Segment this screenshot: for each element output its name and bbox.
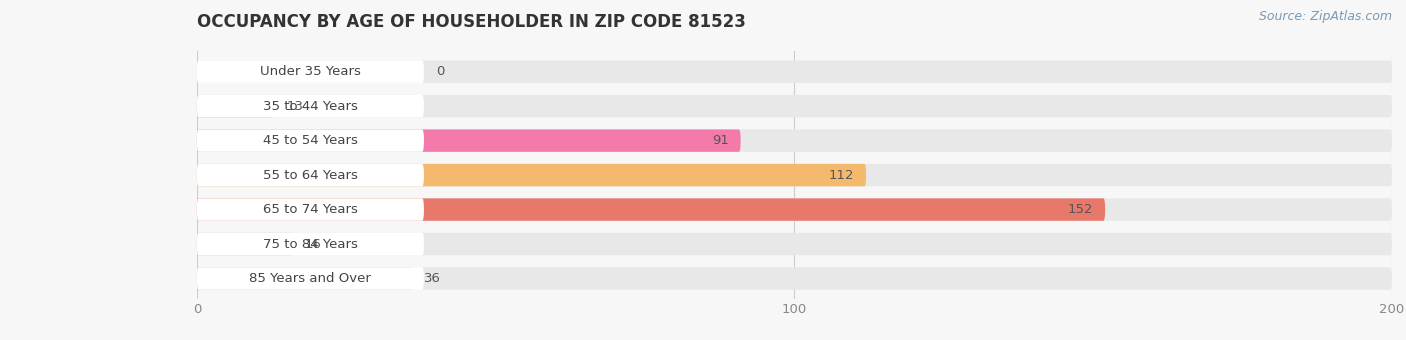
FancyBboxPatch shape <box>197 198 1392 221</box>
FancyBboxPatch shape <box>197 95 274 117</box>
Text: 36: 36 <box>425 272 441 285</box>
Text: Under 35 Years: Under 35 Years <box>260 65 361 78</box>
Text: 85 Years and Over: 85 Years and Over <box>249 272 371 285</box>
FancyBboxPatch shape <box>197 61 1392 83</box>
FancyBboxPatch shape <box>197 267 425 290</box>
Text: 55 to 64 Years: 55 to 64 Years <box>263 169 357 182</box>
FancyBboxPatch shape <box>197 130 425 152</box>
FancyBboxPatch shape <box>197 233 425 255</box>
FancyBboxPatch shape <box>197 267 412 290</box>
Text: 35 to 44 Years: 35 to 44 Years <box>263 100 357 113</box>
Text: 91: 91 <box>711 134 728 147</box>
FancyBboxPatch shape <box>197 233 292 255</box>
FancyBboxPatch shape <box>197 164 1392 186</box>
Text: OCCUPANCY BY AGE OF HOUSEHOLDER IN ZIP CODE 81523: OCCUPANCY BY AGE OF HOUSEHOLDER IN ZIP C… <box>197 13 745 31</box>
Text: 16: 16 <box>304 238 322 251</box>
FancyBboxPatch shape <box>197 267 1392 290</box>
Text: 0: 0 <box>436 65 444 78</box>
FancyBboxPatch shape <box>197 130 741 152</box>
FancyBboxPatch shape <box>197 164 425 186</box>
Text: 112: 112 <box>828 169 855 182</box>
Text: Source: ZipAtlas.com: Source: ZipAtlas.com <box>1258 10 1392 23</box>
FancyBboxPatch shape <box>197 130 1392 152</box>
Text: 45 to 54 Years: 45 to 54 Years <box>263 134 357 147</box>
Text: 75 to 84 Years: 75 to 84 Years <box>263 238 357 251</box>
Text: 65 to 74 Years: 65 to 74 Years <box>263 203 357 216</box>
Text: 152: 152 <box>1067 203 1094 216</box>
FancyBboxPatch shape <box>197 198 425 221</box>
FancyBboxPatch shape <box>197 164 866 186</box>
FancyBboxPatch shape <box>197 233 1392 255</box>
FancyBboxPatch shape <box>197 61 425 83</box>
FancyBboxPatch shape <box>197 95 1392 117</box>
Text: 13: 13 <box>287 100 304 113</box>
FancyBboxPatch shape <box>197 95 425 117</box>
FancyBboxPatch shape <box>197 198 1105 221</box>
